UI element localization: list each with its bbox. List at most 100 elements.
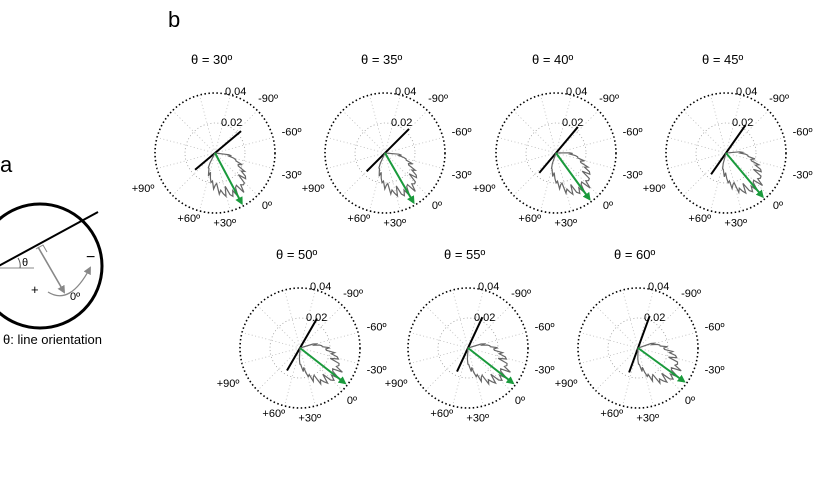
radial-label-inner: 0.02 (306, 312, 327, 324)
polar-plot-theta-30: θ = 30º 0.04 0.02 -90º -60º -30º 0º +30º +60º +90… (132, 52, 302, 229)
grid-spoke (369, 94, 386, 154)
grid-spoke (299, 289, 316, 349)
angle-label-0: 0º (515, 395, 525, 407)
angle-label-plus-60: +60º (600, 408, 623, 420)
panel-a-letter: a (0, 152, 13, 177)
response-outline (550, 152, 591, 196)
angle-label-minus-30: -30º (367, 365, 387, 377)
inner-ring (269, 317, 331, 379)
grid-spoke (555, 152, 572, 212)
grid-spoke (622, 289, 639, 349)
radial-label-inner: 0.02 (562, 117, 583, 129)
angle-label-minus-90: -90º (599, 93, 619, 105)
grid-spoke (409, 347, 469, 364)
grid-spoke (467, 305, 511, 349)
grid-spoke (369, 152, 386, 212)
inner-ring (607, 317, 669, 379)
panel-a: a θ − + 0º θ: line orientation (0, 152, 104, 347)
grid-spoke (384, 137, 444, 154)
angle-label-plus-60: +60º (688, 213, 711, 225)
polar-plot-theta-50: θ = 50º 0.04 0.02 -90º -60º -30º 0º +30º +60º +90… (217, 247, 387, 424)
grid-spoke (452, 347, 469, 407)
response-outline (298, 343, 343, 386)
grid-spoke (710, 94, 727, 154)
grid-spoke (683, 152, 727, 196)
inner-ring (354, 122, 416, 184)
radial-label-inner: 0.02 (474, 312, 495, 324)
grid-spoke (156, 152, 216, 169)
grid-spoke (299, 347, 343, 391)
angle-label-plus-60: +60º (347, 213, 370, 225)
angle-label-plus-30: +30º (213, 217, 236, 229)
outer-ring (239, 287, 361, 409)
angle-label-plus-60: +60º (177, 213, 200, 225)
grid-spoke (214, 110, 258, 154)
grid-spoke (299, 305, 343, 349)
radial-label-inner: 0.02 (221, 117, 242, 129)
grid-spoke (241, 332, 301, 349)
orientation-line (194, 130, 242, 171)
grid-spoke (409, 332, 469, 349)
response-outline (637, 342, 682, 385)
grid-spoke (214, 137, 274, 154)
orientation-line (365, 128, 410, 173)
orientation-line (710, 124, 747, 175)
angle-label-minus-30: -30º (705, 365, 725, 377)
outer-ring (495, 92, 617, 214)
angle-label-0: 0º (432, 200, 442, 212)
outer-ring (324, 92, 446, 214)
angle-label-0: 0º (262, 200, 272, 212)
polar-plot-theta-45: θ = 45º 0.04 0.02 -90º -60º -30º 0º +30º +60º +90… (643, 52, 813, 229)
grid-spoke (214, 94, 231, 154)
angle-label-minus-30: -30º (282, 170, 302, 182)
grid-spoke (284, 289, 301, 349)
grid-spoke (284, 347, 301, 407)
angle-label-minus-90: -90º (428, 93, 448, 105)
grid-spoke (579, 347, 639, 364)
plot-title: θ = 40º (532, 52, 574, 67)
grid-spoke (199, 94, 216, 154)
theta-arc (17, 257, 21, 269)
angle-label-plus-60: +60º (430, 408, 453, 420)
angle-label-plus-30: +30º (724, 217, 747, 229)
grid-spoke (595, 347, 639, 391)
grid-spoke (156, 137, 216, 154)
plot-title: θ = 55º (444, 247, 486, 262)
grid-spoke (637, 332, 697, 349)
angle-label-minus-30: -30º (623, 170, 643, 182)
grid-spoke (595, 305, 639, 349)
angle-label-0: 0º (685, 395, 695, 407)
grid-spoke (622, 347, 639, 407)
response-outline (721, 151, 763, 195)
angle-label-plus-90: +90º (217, 378, 240, 390)
grid-spoke (326, 137, 386, 154)
grid-spoke (241, 347, 301, 364)
angle-label-0: 0º (347, 395, 357, 407)
orientation-line (628, 315, 651, 373)
panel-b-letter: b (168, 7, 180, 32)
orientation-line (286, 318, 318, 372)
angle-label-minus-30: -30º (452, 170, 472, 182)
grid-spoke (384, 152, 428, 196)
outer-ring (154, 92, 276, 214)
grid-spoke (384, 152, 444, 169)
angle-label-plus-30: +30º (383, 217, 406, 229)
angle-label-minus-90: -90º (258, 93, 278, 105)
grid-spoke (257, 347, 301, 391)
angle-label-minus-30: -30º (793, 170, 813, 182)
angle-label-plus-90: +90º (132, 183, 155, 195)
polar-plot-theta-55: θ = 55º 0.04 0.02 -90º -60º -30º 0º +30º +60º +90… (385, 247, 555, 424)
angle-label-plus-30: +30º (636, 412, 659, 424)
radial-label-outer: 0.04 (736, 86, 757, 98)
response-outline (378, 152, 418, 198)
angle-label-minus-60: -60º (367, 321, 387, 333)
grid-spoke (637, 305, 681, 349)
plot-title: θ = 30º (191, 52, 233, 67)
angle-label-minus-30: -30º (535, 365, 555, 377)
grid-spoke (637, 347, 681, 391)
angle-label-minus-60: -60º (705, 321, 725, 333)
grid-spoke (342, 110, 386, 154)
radial-label-inner: 0.02 (391, 117, 412, 129)
angle-label-minus-60: -60º (282, 126, 302, 138)
